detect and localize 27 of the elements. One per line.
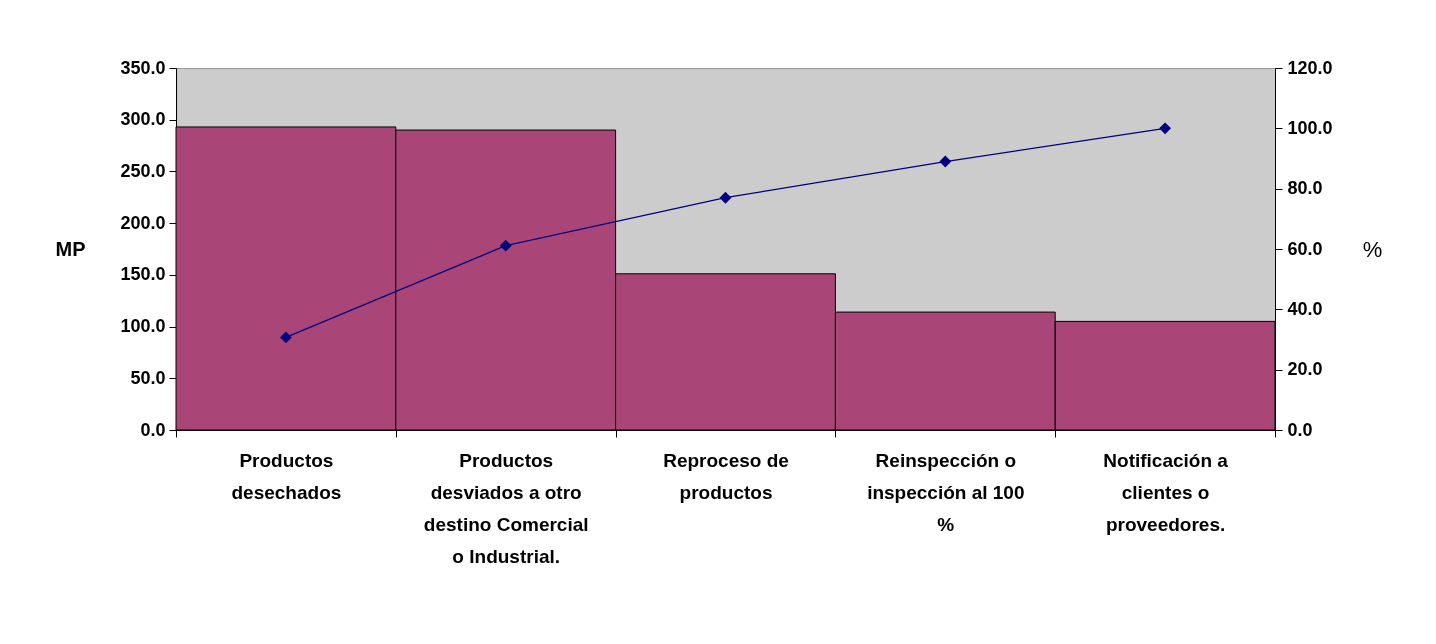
y-tick-label: 100.0 (120, 316, 166, 337)
point (279, 331, 292, 344)
y-tick-label: 350.0 (120, 57, 166, 78)
x-tick-label: Reinspección o inspección al 100 % (867, 449, 1025, 535)
y-tick-label: 0.0 (140, 419, 166, 440)
point (499, 239, 512, 252)
y-tick-label: 150.0 (120, 264, 166, 285)
y2-tick-label: 40.0 (1287, 298, 1323, 319)
y-axis-title: MP (55, 237, 86, 260)
point (719, 191, 732, 204)
y-tick-label: 50.0 (130, 367, 166, 388)
y2-tick-label: 60.0 (1287, 238, 1323, 259)
y2-tick-label: 20.0 (1287, 359, 1323, 380)
y2-tick-label: 120.0 (1287, 57, 1333, 78)
point (939, 155, 952, 168)
y2-tick-label: 100.0 (1287, 117, 1333, 138)
y2-tick-label: 0.0 (1287, 419, 1313, 440)
x-tick-label: Productos desviados a otro destino Comercial o Industrial. (423, 449, 589, 567)
x-tick-label: Productos desechados (231, 449, 342, 503)
y-tick-label: 250.0 (120, 160, 166, 181)
y-tick-label: 200.0 (120, 212, 166, 233)
point (1159, 122, 1172, 135)
y2-axis-title: % (1362, 236, 1383, 262)
y2-tick-label: 80.0 (1287, 178, 1323, 199)
x-tick-label: Notificación a clientes o proveedores. (1103, 449, 1229, 535)
y-tick-label: 300.0 (120, 109, 166, 130)
x-tick-label: Reproceso de productos (663, 449, 789, 503)
